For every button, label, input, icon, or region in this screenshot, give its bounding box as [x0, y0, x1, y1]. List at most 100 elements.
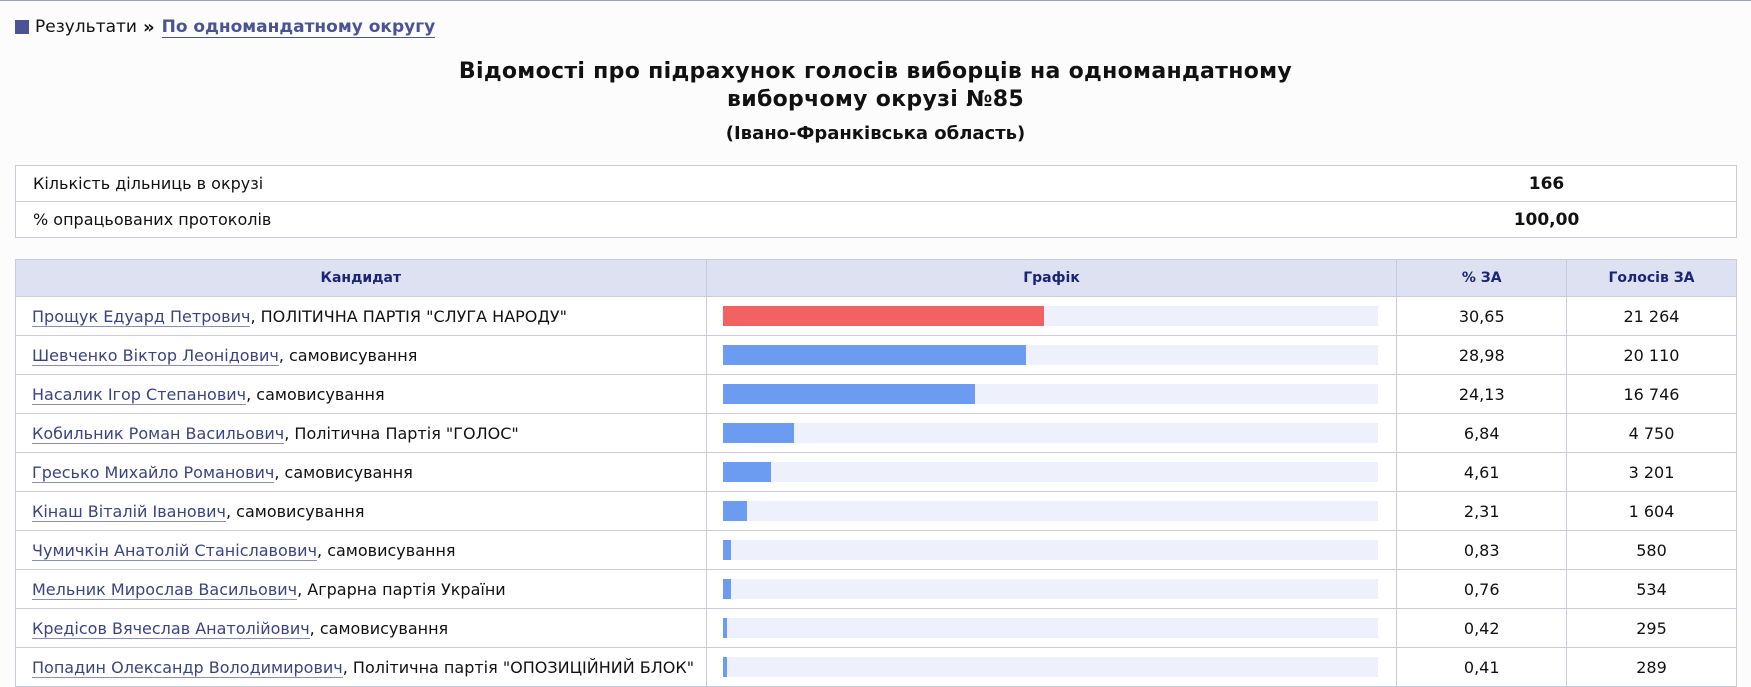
candidate-name-link[interactable]: Кредісов Вячеслав Анатолійович: [32, 618, 310, 639]
bar-track: [722, 462, 1378, 482]
summary-label: % опрацьованих протоколів: [33, 210, 272, 229]
candidate-party: , ПОЛІТИЧНА ПАРТІЯ "СЛУГА НАРОДУ": [250, 306, 568, 326]
chart-cell: [706, 530, 1398, 570]
percent-cell: 0,41: [1396, 647, 1567, 687]
page-title-line-1: Відомості про підрахунок голосів виборці…: [458, 59, 1293, 84]
candidate-cell: Гресько Михайло Романович, самовисування: [15, 452, 707, 492]
column-header-percent: % ЗА: [1396, 259, 1567, 297]
bar-track: [722, 579, 1378, 599]
candidate-cell: Шевченко Віктор Леонідович, самовисуванн…: [15, 335, 707, 375]
candidate-party: , самовисування: [225, 501, 365, 521]
page-header: Відомості про підрахунок голосів виборці…: [0, 58, 1751, 146]
page-title-line-2: виборчому окрузі №85: [727, 87, 1024, 112]
vote-share-bar: [722, 462, 771, 482]
chart-cell: [706, 647, 1398, 687]
table-row: Мельник Мирослав Васильович, Аграрна пар…: [15, 569, 1737, 609]
candidate-name-link[interactable]: Кінаш Віталій Іванович: [32, 501, 226, 522]
page-title: Відомості про підрахунок голосів виборці…: [0, 58, 1751, 114]
candidate-cell: Кінаш Віталій Іванович, самовисування: [15, 491, 707, 531]
top-divider: [0, 0, 1751, 1]
bar-track: [722, 384, 1378, 404]
candidate-party: , Політична партія "ОПОЗИЦІЙНИЙ БЛОК": [342, 657, 695, 677]
candidate-cell: Чумичкін Анатолій Станіславович, самовис…: [15, 530, 707, 570]
candidate-name-link[interactable]: Попадин Олександр Володимирович: [32, 657, 343, 678]
summary-label: Кількість дільниць в окрузі: [15, 165, 1357, 202]
table-row: Насалик Ігор Степанович, самовисування 24…: [15, 374, 1737, 414]
candidate-party: , самовисування: [274, 462, 413, 482]
chart-cell: [706, 413, 1398, 453]
candidate-cell: Мельник Мирослав Васильович, Аграрна пар…: [15, 569, 707, 609]
candidate-party: , самовисування: [278, 345, 418, 365]
candidate-party: , Аграрна партія України: [297, 579, 506, 599]
summary-value: 166: [1357, 165, 1737, 202]
square-bullet-icon: [15, 20, 29, 34]
vote-share-bar: [722, 423, 795, 443]
votes-cell: 289: [1636, 657, 1667, 677]
candidate-name-link[interactable]: Насалик Ігор Степанович: [32, 384, 247, 405]
candidate-name-link[interactable]: Кобильник Роман Васильович: [32, 423, 285, 444]
candidate-name-link[interactable]: Мельник Мирослав Васильович: [32, 579, 298, 600]
chart-cell: [706, 608, 1398, 648]
votes-cell: 20 110: [1566, 335, 1737, 375]
vote-share-bar: [722, 618, 727, 638]
vote-share-bar: [722, 384, 976, 404]
district-summary-table: Кількість дільниць в окрузі 166 % опраць…: [15, 165, 1737, 238]
vote-share-bar: [722, 501, 747, 521]
table-row: Попадин Олександр Володимирович, Політич…: [15, 647, 1737, 687]
candidate-party: , самовисування: [309, 618, 449, 638]
column-header-votes: Голосів ЗА: [1566, 259, 1737, 297]
percent-cell: 0,42: [1396, 608, 1567, 648]
candidate-party: , Політична Партія "ГОЛОС": [284, 423, 519, 443]
candidate-cell: Кобильник Роман Васильович, Політична Па…: [15, 413, 707, 453]
table-row: Прощук Едуард Петрович, ПОЛІТИЧНА ПАРТІЯ…: [15, 296, 1737, 336]
summary-row-stations: Кількість дільниць в окрузі 166: [15, 165, 1737, 202]
percent-cell: 30,65: [1396, 296, 1567, 336]
breadcrumb-root[interactable]: Результати: [35, 17, 137, 37]
table-row: Шевченко Віктор Леонідович, самовисуванн…: [15, 335, 1737, 375]
candidate-name-link[interactable]: Гресько Михайло Романович: [32, 462, 275, 483]
bar-track: [722, 657, 1378, 677]
column-header-chart: Графік: [706, 259, 1398, 297]
percent-cell: 2,31: [1396, 491, 1567, 531]
percent-cell: 0,76: [1396, 569, 1567, 609]
votes-cell: 16 746: [1566, 374, 1737, 414]
votes-cell: 4 750: [1566, 413, 1737, 453]
candidate-cell: Прощук Едуард Петрович, ПОЛІТИЧНА ПАРТІЯ…: [15, 296, 707, 336]
candidate-name-link[interactable]: Прощук Едуард Петрович: [32, 306, 251, 327]
region-subtitle: (Івано-Франківська область): [725, 123, 1026, 144]
percent-cell: 6,84: [1396, 413, 1567, 453]
breadcrumb-separator: »: [142, 16, 155, 38]
candidate-results-table: Кандидат Графік % ЗА Голосів ЗА Прощук Е…: [15, 259, 1737, 687]
candidate-party: , самовисування: [317, 540, 456, 560]
votes-cell: 534: [1566, 569, 1737, 609]
vote-share-bar: [722, 540, 732, 560]
chart-cell: [706, 335, 1398, 375]
column-header-candidate: Кандидат: [15, 259, 707, 297]
table-row: Чумичкін Анатолій Станіславович, самовис…: [15, 530, 1737, 570]
bar-track: [722, 345, 1378, 365]
breadcrumb: Результати » По одномандатному округу: [15, 16, 436, 38]
candidate-cell: Попадин Олександр Володимирович, Політич…: [15, 647, 707, 687]
breadcrumb-current-link[interactable]: По одномандатному округу: [161, 16, 436, 38]
table-row: Гресько Михайло Романович, самовисування…: [15, 452, 1737, 492]
candidate-name-link[interactable]: Шевченко Віктор Леонідович: [32, 345, 279, 366]
percent-cell: 4,61: [1396, 452, 1567, 492]
percent-cell: 28,98: [1396, 335, 1567, 375]
table-row: Кобильник Роман Васильович, Політична Па…: [15, 413, 1737, 453]
votes-cell: 295: [1566, 608, 1737, 648]
candidate-cell: Насалик Ігор Степанович, самовисування: [15, 374, 707, 414]
summary-value: 100,00: [1513, 209, 1580, 230]
votes-cell: 1 604: [1566, 491, 1737, 531]
results-header-row: Кандидат Графік % ЗА Голосів ЗА: [15, 259, 1737, 297]
chart-cell: [706, 491, 1398, 531]
candidate-cell: Кредісов Вячеслав Анатолійович, самовису…: [15, 608, 707, 648]
candidate-name-link[interactable]: Чумичкін Анатолій Станіславович: [32, 540, 318, 561]
chart-cell: [706, 569, 1398, 609]
bar-track: [722, 540, 1378, 560]
table-row: Кінаш Віталій Іванович, самовисування 2,3…: [15, 491, 1737, 531]
bar-track: [722, 423, 1378, 443]
vote-share-bar: [722, 579, 731, 599]
bar-track: [722, 618, 1378, 638]
candidate-party: , самовисування: [246, 384, 385, 404]
vote-share-bar: [722, 345, 1027, 365]
